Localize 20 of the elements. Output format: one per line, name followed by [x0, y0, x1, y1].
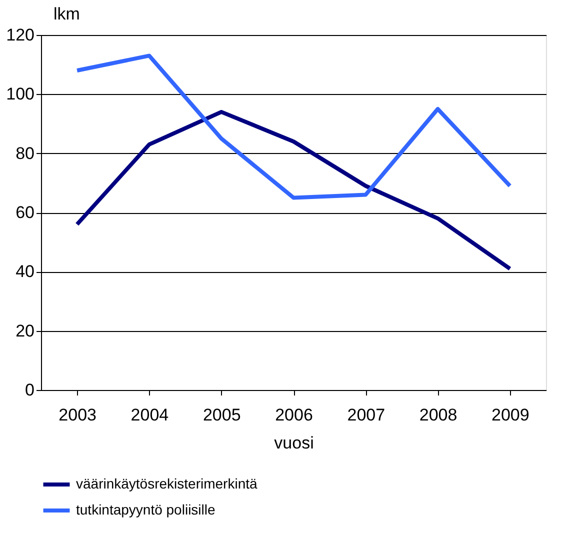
y-tick-label: 20 — [16, 321, 34, 340]
x-tick-label: 2004 — [130, 406, 169, 424]
line-series — [75, 54, 512, 200]
legend-label: tutkintapyyntö poliisille — [76, 502, 216, 518]
x-tick-label: 2007 — [347, 406, 386, 424]
x-tick-label: 2003 — [58, 406, 96, 424]
line-series — [75, 110, 512, 271]
y-axis-title: lkm — [54, 4, 80, 24]
x-tick-label: 2005 — [202, 406, 241, 424]
y-tick-label: 100 — [6, 84, 34, 104]
y-tick-label: 0 — [25, 380, 34, 400]
x-tick-label: 2009 — [492, 406, 530, 424]
y-tick-label: 60 — [16, 203, 34, 222]
y-tick-label: 120 — [6, 26, 34, 44]
legend-label: väärinkäytösrekisterimerkintä — [76, 476, 258, 492]
x-tick-label: 2006 — [275, 406, 313, 424]
y-tick-label: 40 — [16, 262, 34, 282]
y-tick-label: 80 — [16, 144, 34, 163]
x-tick-label: 2008 — [419, 406, 458, 424]
x-axis-title: vuosi — [274, 434, 314, 452]
